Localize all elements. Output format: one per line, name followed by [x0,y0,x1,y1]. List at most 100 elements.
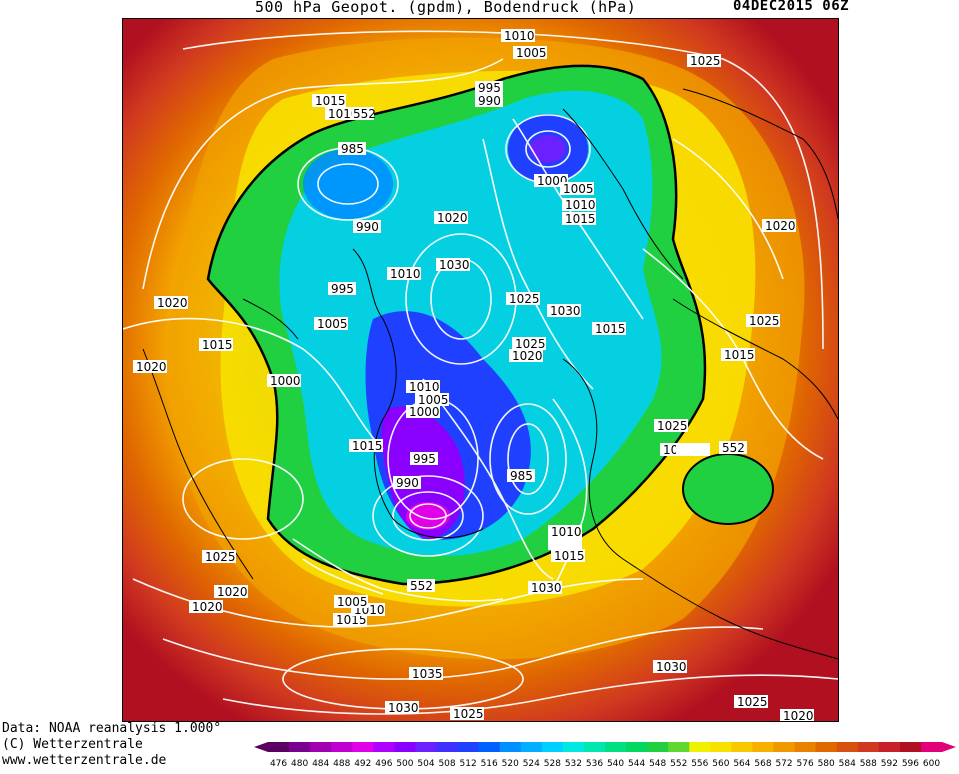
svg-text:1025: 1025 [509,292,540,306]
copyright-text: (C) Wetterzentrale [2,737,143,752]
isobar-label: 1010 [387,267,421,281]
legend-swatch [920,742,943,752]
isobar-label: 1030 [653,660,687,674]
legend-swatch [436,742,459,752]
legend-swatch [605,742,627,752]
legend-tick-label: 492 [354,759,371,769]
legend-swatch [562,742,585,752]
legend-swatch [583,742,606,752]
svg-text:1010: 1010 [328,107,359,121]
svg-text:1030: 1030 [439,258,470,272]
legend-tick-label: 556 [691,759,708,769]
legend-swatch [710,742,732,752]
svg-text:1025: 1025 [657,419,688,433]
legend-tick-label: 488 [333,759,350,769]
svg-text:1025: 1025 [749,314,780,328]
map-datestamp: 04DEC2015 06Z [733,0,850,14]
legend-tick-label: 552 [670,759,687,769]
svg-text:1020: 1020 [783,709,814,721]
isobar-label: 990 [393,476,421,490]
isobar-label: 995 [475,81,503,95]
isobar-label: 995 [410,452,438,466]
legend-swatch [689,742,711,752]
map-footer: Data: NOAA reanalysis 1.000° (C) Wetterz… [0,722,959,770]
legend-swatch [415,742,437,752]
isobar-label: 1030 [547,304,581,318]
legend-tick-label: 576 [797,759,814,769]
legend-swatch [352,742,374,752]
map-header: 500 hPa Geopot. (gpdm), Bodendruck (hPa)… [0,0,959,18]
svg-text:1005: 1005 [317,317,348,331]
legend-swatch [815,742,838,752]
isobar-label: 1025 [746,314,780,328]
svg-text:1015: 1015 [595,322,626,336]
legend-tick-label: 532 [565,759,582,769]
isobar-label: 995 [328,282,356,296]
legend-tick-label: 520 [502,759,519,769]
isobar-label: 1005 [334,595,368,609]
svg-text:1005: 1005 [563,182,594,196]
legend-tick-label: 524 [523,759,540,769]
svg-text:1005: 1005 [516,46,547,60]
svg-text:552: 552 [722,441,745,455]
legend-tick-label: 528 [544,759,561,769]
svg-text:1010: 1010 [504,29,535,43]
svg-text:985: 985 [341,142,364,156]
isobar-label: 1010 [562,198,596,212]
isobar-label: 1020 [762,219,796,233]
isobar-label: 1020 [189,600,223,614]
isobar-label: 990 [353,220,381,234]
svg-text:1015: 1015 [202,338,233,352]
svg-text:1025: 1025 [205,550,236,564]
legend-tick-label: 480 [291,759,308,769]
legend-swatch [331,742,353,752]
north-low-core [530,135,566,163]
svg-text:1000: 1000 [409,405,440,419]
isobar-label: 1005 [314,317,348,331]
svg-text:990: 990 [478,94,501,108]
isobar-label: 985 [338,142,366,156]
legend-swatch [878,742,901,752]
svg-text:1020: 1020 [192,600,223,614]
isobar-label: 1035 [409,667,443,681]
isobar-label: 552 [407,579,435,593]
legend-tick-label: 504 [417,759,434,769]
legend-swatch [310,742,332,752]
isobar-label: 1000 [267,374,301,388]
isobar-label: 1030 [436,258,470,272]
legend-arrow-right [942,742,956,752]
svg-text:552: 552 [410,579,433,593]
legend-tick-label: 572 [775,759,792,769]
svg-text:1030: 1030 [388,701,419,715]
svg-text:1010: 1010 [565,198,596,212]
geopotential-map-svg: 1010 1005 1025 995 990 1015 1010 985 100… [123,19,838,721]
svg-text:995: 995 [413,452,436,466]
svg-text:1005: 1005 [418,393,449,407]
legend-swatch [731,742,753,752]
isobar-label: 985 [507,469,535,483]
svg-text:1010: 1010 [551,525,582,539]
isobar-label: 1025 [687,54,721,68]
isobar-label: 1025 [512,337,546,351]
isobar-label: 1020 [780,709,814,721]
isobar-label: 1015 [199,338,233,352]
legend-tick-label: 600 [923,759,940,769]
legend-swatch [626,742,648,752]
svg-text:1020: 1020 [437,211,468,225]
legend-tick-label: 584 [839,759,856,769]
isobar-label: 1005 [560,182,594,196]
east-green-blob [682,453,774,525]
isobar-label: 1020 [154,296,188,310]
isobar-labels: 1010 1005 1025 995 990 1015 1010 985 100… [133,29,814,721]
legend-swatch [478,742,501,752]
svg-text:1025: 1025 [690,54,721,68]
legend-swatch [499,742,522,752]
isobar-label: 1015 [721,348,755,362]
legend-swatch [794,742,817,752]
svg-text:1015: 1015 [565,212,596,226]
svg-text:1030: 1030 [550,304,581,318]
legend-swatch [857,742,880,752]
legend-swatch [668,742,690,752]
magenta-core [406,502,450,530]
isobar-label: 1010 [548,537,582,550]
